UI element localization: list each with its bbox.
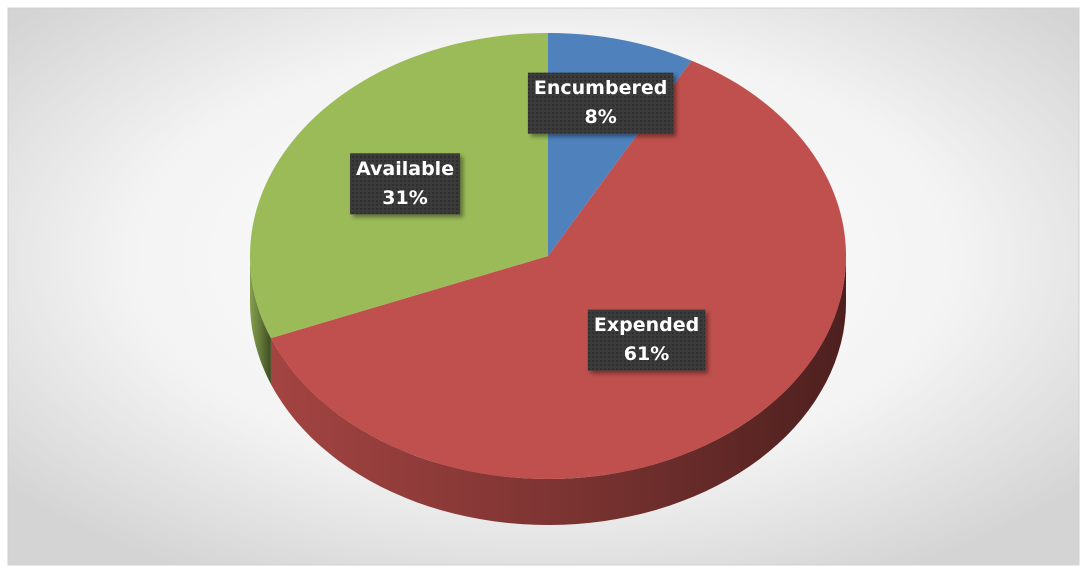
data-label-value: 8% <box>584 106 616 128</box>
data-label-category: Available <box>356 158 454 180</box>
data-label-box <box>350 153 461 215</box>
data-label-category: Encumbered <box>534 77 667 99</box>
labels: Encumbered 8% Expended 61% Available 31% <box>350 72 706 371</box>
data-label-value: 31% <box>382 187 427 209</box>
data-label: Available 31% <box>350 153 461 215</box>
data-label-box <box>527 72 674 134</box>
data-label-category: Expended <box>594 314 699 336</box>
pie-side-shade <box>250 256 271 385</box>
data-label-value: 61% <box>624 343 669 365</box>
data-label: Expended 61% <box>587 309 706 371</box>
data-label-box <box>587 309 706 371</box>
pie-side-shade <box>270 256 846 525</box>
pie-slice <box>270 60 846 479</box>
data-label: Encumbered 8% <box>527 72 674 134</box>
